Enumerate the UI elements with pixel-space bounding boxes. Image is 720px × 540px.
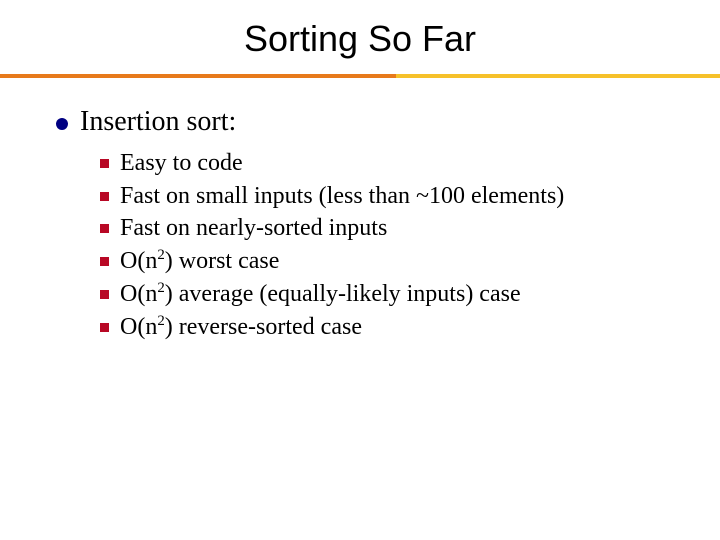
- square-bullet-icon: [100, 159, 109, 168]
- level2-item: Easy to code: [100, 148, 680, 179]
- slide-title: Sorting So Far: [0, 0, 720, 74]
- level2-list: Easy to codeFast on small inputs (less t…: [56, 148, 680, 342]
- square-bullet-icon: [100, 290, 109, 299]
- level2-text: Easy to code: [120, 148, 243, 179]
- circle-bullet-icon: [56, 118, 68, 130]
- level2-text: Fast on small inputs (less than ~100 ele…: [120, 181, 564, 212]
- level1-item: Insertion sort:: [56, 106, 680, 138]
- level2-item: O(n2) worst case: [100, 246, 680, 277]
- level2-item: Fast on small inputs (less than ~100 ele…: [100, 181, 680, 212]
- level2-item: O(n2) average (equally-likely inputs) ca…: [100, 279, 680, 310]
- level1-text: Insertion sort:: [80, 106, 236, 138]
- square-bullet-icon: [100, 257, 109, 266]
- level2-item: O(n2) reverse-sorted case: [100, 312, 680, 343]
- level2-text: O(n2) worst case: [120, 246, 279, 277]
- slide-content: Insertion sort: Easy to codeFast on small…: [0, 78, 720, 342]
- square-bullet-icon: [100, 224, 109, 233]
- accent-orange-segment: [0, 74, 396, 78]
- level2-item: Fast on nearly-sorted inputs: [100, 213, 680, 244]
- level2-text: Fast on nearly-sorted inputs: [120, 213, 387, 244]
- accent-yellow-segment: [396, 74, 720, 78]
- accent-divider: [0, 74, 720, 78]
- square-bullet-icon: [100, 323, 109, 332]
- square-bullet-icon: [100, 192, 109, 201]
- level2-text: O(n2) reverse-sorted case: [120, 312, 362, 343]
- slide: Sorting So Far Insertion sort: Easy to co…: [0, 0, 720, 540]
- level2-text: O(n2) average (equally-likely inputs) ca…: [120, 279, 521, 310]
